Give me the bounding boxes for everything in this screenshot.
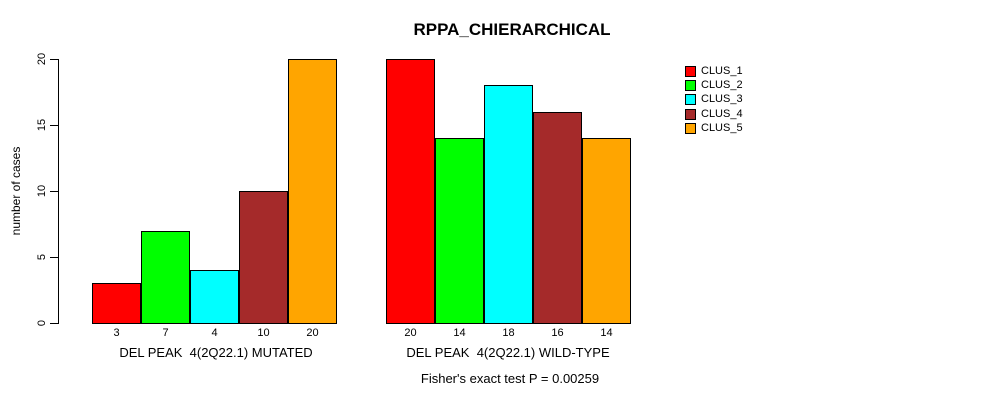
bar-clus_3-group1 [190,270,239,324]
legend-swatch-clus_1 [685,66,696,77]
legend-label-clus_5: CLUS_5 [701,122,743,134]
y-axis-tick [50,323,58,324]
bar-clus_4-group1 [239,191,288,324]
bar-clus_1-group1 [92,283,141,324]
y-axis-tick [50,257,58,258]
y-axis-tick-label: 5 [36,253,48,261]
legend-swatch-clus_5 [685,123,696,134]
legend-label-clus_3: CLUS_3 [701,93,743,105]
y-axis-label: number of cases [9,146,23,236]
y-axis-line [58,59,59,324]
legend-swatch-clus_3 [685,94,696,105]
group-label-mutated: DEL PEAK 4(2Q22.1) MUTATED [119,345,313,360]
bar-value-label: 18 [502,327,515,339]
legend-label-clus_2: CLUS_2 [701,79,743,91]
y-axis-tick-label: 15 [36,118,48,132]
bar-clus_2-group1 [141,231,190,324]
legend-swatch-clus_4 [685,109,696,120]
bar-value-label: 7 [162,327,169,339]
legend-label-clus_4: CLUS_4 [701,108,743,120]
legend-label-clus_1: CLUS_1 [701,65,743,77]
y-axis-tick [50,59,58,60]
chart-title: RPPA_CHIERARCHICAL [413,20,611,39]
fisher-test-annotation: Fisher's exact test P = 0.00259 [420,371,600,386]
bar-value-label: 4 [211,327,218,339]
bar-value-label: 20 [306,327,319,339]
bar-value-label: 16 [551,327,564,339]
group-label-wild-type: DEL PEAK 4(2Q22.1) WILD-TYPE [406,345,610,360]
y-axis-tick [50,191,58,192]
legend-swatch-clus_2 [685,80,696,91]
y-axis-tick-label: 20 [36,52,48,66]
bar-value-label: 14 [600,327,613,339]
bar-clus_5-group1 [288,59,337,324]
y-axis-tick-label: 0 [36,319,48,327]
bar-clus_4-group2 [533,112,582,324]
bar-clus_3-group2 [484,85,533,324]
bar-value-label: 3 [113,327,120,339]
bar-clus_1-group2 [386,59,435,324]
bar-clus_5-group2 [582,138,631,324]
bar-value-label: 10 [257,327,270,339]
bar-clus_2-group2 [435,138,484,324]
bar-value-label: 20 [404,327,417,339]
y-axis-tick [50,125,58,126]
bar-value-label: 14 [453,327,466,339]
y-axis-tick-label: 10 [36,184,48,198]
